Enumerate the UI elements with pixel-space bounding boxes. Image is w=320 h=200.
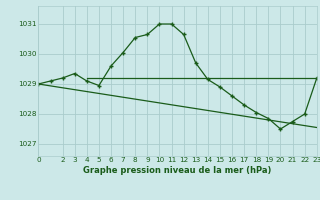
X-axis label: Graphe pression niveau de la mer (hPa): Graphe pression niveau de la mer (hPa) <box>84 166 272 175</box>
